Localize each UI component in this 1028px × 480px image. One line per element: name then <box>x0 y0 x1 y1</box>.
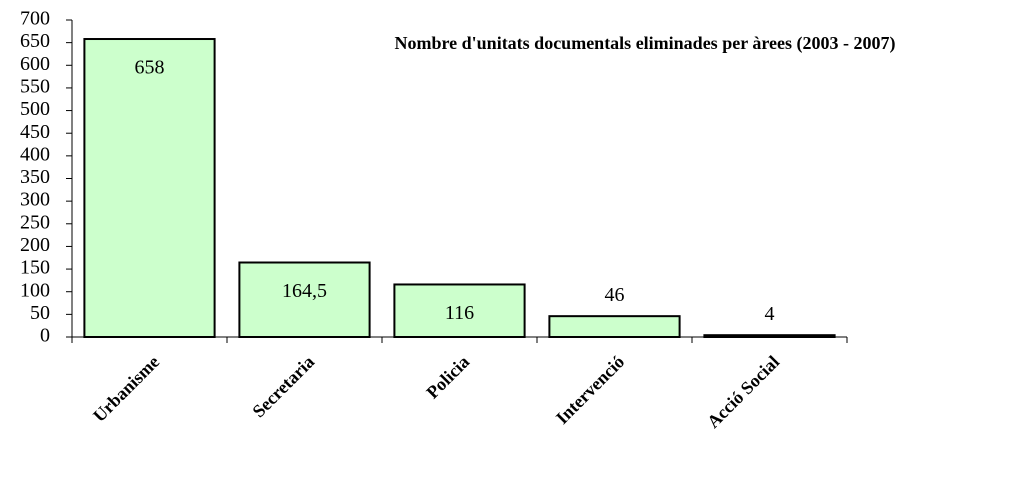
y-tick-label: 450 <box>20 121 50 143</box>
bar <box>548 315 681 339</box>
y-tick-label: 500 <box>20 98 50 120</box>
y-tick-label: 250 <box>20 211 50 233</box>
y-tick-label: 550 <box>20 76 50 98</box>
chart-title: Nombre d'unitats documentals eliminades … <box>395 33 896 54</box>
value-label: 164,5 <box>282 280 327 302</box>
value-label: 116 <box>445 302 474 324</box>
y-tick-label: 200 <box>20 234 50 256</box>
bar <box>393 283 526 338</box>
y-tick-label: 700 <box>20 8 50 30</box>
value-label: 4 <box>765 303 775 325</box>
value-label: 658 <box>135 57 165 79</box>
x-tick-label: Urbanisme <box>89 352 163 426</box>
bar <box>703 334 836 338</box>
y-tick-label: 150 <box>20 257 50 279</box>
x-tick-label: Acció Social <box>703 352 783 432</box>
y-tick-label: 50 <box>30 302 50 324</box>
y-tick-label: 600 <box>20 53 50 75</box>
y-tick-label: 650 <box>20 30 50 52</box>
bar <box>238 261 371 339</box>
value-label: 46 <box>605 284 625 306</box>
y-tick-label: 0 <box>40 325 50 347</box>
x-tick-label: Secretaria <box>248 352 318 422</box>
bar <box>83 38 216 339</box>
y-tick-label: 350 <box>20 166 50 188</box>
x-tick-label: Intervenció <box>552 352 628 428</box>
y-tick-label: 400 <box>20 143 50 165</box>
y-tick-label: 300 <box>20 189 50 211</box>
x-tick-label: Policia <box>422 352 473 403</box>
y-tick-label: 100 <box>20 279 50 301</box>
